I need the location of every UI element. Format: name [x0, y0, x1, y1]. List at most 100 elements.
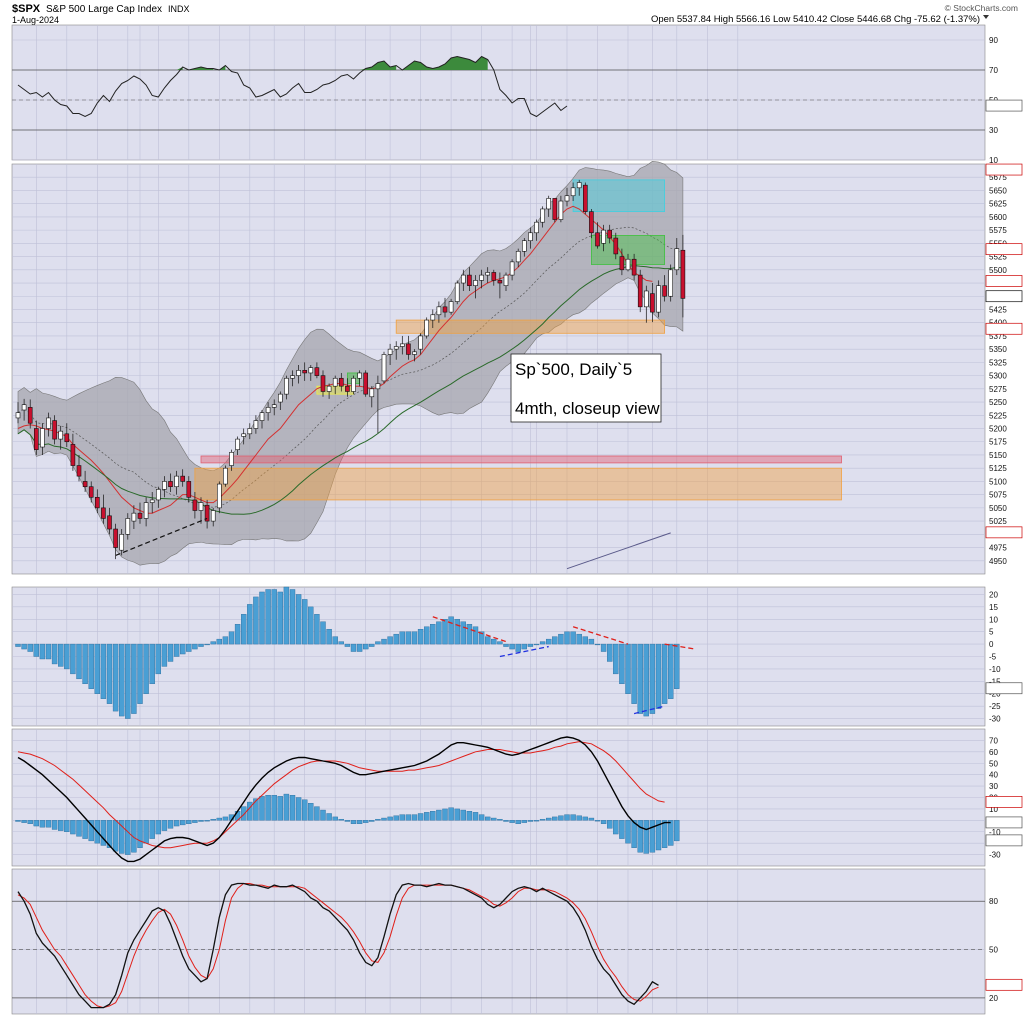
y-tick-label: 5375 [989, 332, 1007, 341]
candle-body [174, 475, 179, 488]
candle-body [314, 367, 320, 376]
histogram-bar [460, 621, 466, 645]
histogram-bar [356, 643, 363, 652]
candle-body [186, 481, 192, 498]
candle-body [119, 534, 124, 551]
histogram-bar [216, 638, 223, 645]
price-panel: 5675565056255600557555505525550054755450… [11, 161, 1023, 575]
y-tick-label: 5050 [989, 504, 1007, 513]
candle-body [113, 528, 118, 548]
y-tick-label: 5250 [989, 398, 1007, 407]
macd-histogram-bar [58, 820, 64, 831]
histogram-bar [58, 643, 64, 667]
macd-histogram-bar [308, 803, 314, 821]
candle-body [607, 229, 613, 239]
y-tick-label: -10 [989, 665, 1001, 674]
macd-histogram-bar [613, 820, 619, 835]
histogram-bar [655, 643, 662, 709]
y-tick-label: 5225 [989, 411, 1007, 420]
macd-histogram-bar [442, 808, 448, 821]
histogram-bar [210, 641, 216, 645]
candle-body [546, 198, 552, 210]
macd-histogram-bar [344, 820, 351, 822]
ohlc-readout: Open 5537.84 High 5566.16 Low 5410.42 Cl… [651, 14, 980, 25]
value-flag [985, 796, 1023, 808]
y-tick-label: 5650 [989, 186, 1007, 195]
histogram-bar [131, 643, 137, 714]
macd-histogram-bar [192, 820, 198, 823]
candle-body [308, 367, 314, 374]
histogram-bar [326, 628, 332, 645]
candle-body [528, 232, 533, 242]
value-flag [985, 526, 1023, 539]
macd-histogram-bar [15, 820, 21, 822]
macd-histogram-bar [649, 820, 656, 853]
y-tick-label: 5150 [989, 451, 1007, 460]
y-tick-label: 20 [989, 590, 998, 599]
histogram-bar [521, 643, 527, 650]
macd-histogram-bar [570, 814, 576, 821]
annotation-background [510, 353, 662, 423]
macd-histogram-bar [350, 820, 357, 824]
y-tick-label: 5 [989, 628, 994, 637]
histogram-bar [643, 643, 649, 717]
y-tick-label: 30 [989, 782, 998, 791]
macd-histogram-bar [198, 820, 204, 822]
candle-body [302, 370, 308, 374]
symbol-label: $SPX [12, 3, 41, 15]
histogram-bar [64, 643, 70, 670]
support-trendline [115, 517, 208, 557]
macd-histogram-bar [356, 820, 363, 824]
y-tick-label: 30 [989, 126, 998, 135]
rsi-panel: 9070503010 [11, 24, 1023, 165]
macd-histogram-bar [466, 811, 473, 821]
candle-body [137, 512, 143, 519]
y-tick-label: 5350 [989, 345, 1007, 354]
histogram-bar [125, 643, 131, 719]
macd-histogram-bar [210, 818, 216, 821]
candle-body [479, 274, 484, 281]
histogram-bar [625, 643, 631, 694]
macd-histogram-bar [436, 809, 442, 821]
macd-histogram-bar [369, 820, 375, 822]
candle-body [217, 483, 222, 509]
macd-histogram-bar [375, 818, 381, 821]
histogram-bar [442, 619, 448, 645]
histogram-bar [472, 626, 479, 645]
histogram-bar [454, 619, 460, 645]
histogram-bar [381, 638, 387, 645]
histogram-bar [607, 643, 613, 662]
y-tick-label: 10 [989, 615, 998, 624]
histogram-bar [558, 633, 564, 645]
histogram-bar [332, 636, 338, 645]
macd-histogram-bar [320, 809, 326, 821]
y-tick-label: 4975 [989, 544, 1007, 553]
candle-body [399, 343, 405, 347]
candle-body [460, 274, 466, 284]
candle-body [351, 377, 356, 392]
histogram-bar [240, 614, 247, 645]
macd-histogram-bar [186, 820, 192, 824]
chevron-down-icon[interactable] [983, 15, 989, 19]
macd-histogram-bar [45, 820, 52, 828]
histogram-bar [466, 624, 473, 645]
candle-body [369, 388, 375, 398]
candle-body [467, 274, 472, 286]
candle-body [156, 489, 161, 501]
candle-body [503, 274, 509, 286]
candle-body [521, 240, 527, 252]
macd-histogram-bar [478, 814, 485, 821]
histogram-bar [222, 636, 229, 645]
y-tick-label: 5625 [989, 200, 1007, 209]
y-tick-label: 5425 [989, 305, 1007, 314]
candle-body [643, 290, 649, 308]
stochastic-k-line [17, 882, 659, 1009]
value-flag [985, 163, 1023, 176]
y-tick-label: 5125 [989, 464, 1007, 473]
macd-histogram-bar [576, 815, 582, 821]
annotation-line-1: Sp`500, Daily`5 [515, 360, 632, 379]
macd-histogram-bar [619, 820, 625, 839]
candle-body [515, 250, 521, 263]
histogram-bar [344, 643, 351, 647]
